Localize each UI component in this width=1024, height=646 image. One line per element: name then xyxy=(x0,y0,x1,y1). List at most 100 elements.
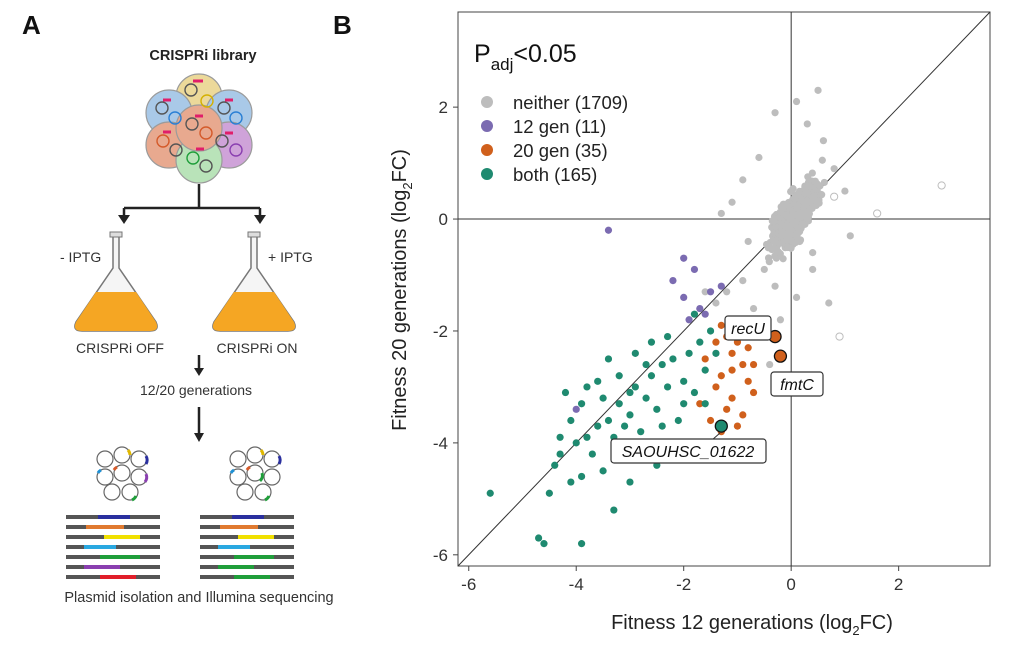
chart-title-sub: adj xyxy=(491,55,514,74)
x-axis-title-sub: 2 xyxy=(852,623,859,638)
point-neither xyxy=(782,211,791,220)
point-20-gen xyxy=(744,344,752,352)
point-neither xyxy=(766,360,774,369)
point-12-gen xyxy=(680,254,688,262)
point-both xyxy=(577,400,586,408)
point-neither xyxy=(816,182,824,190)
point-neither xyxy=(792,97,801,106)
point-neither xyxy=(769,244,777,253)
point-neither xyxy=(809,249,817,257)
point-20-gen xyxy=(712,338,720,346)
x-tick-label: 2 xyxy=(894,575,903,594)
point-neither xyxy=(777,208,785,216)
point-20-gen xyxy=(717,372,725,380)
point-neither xyxy=(795,228,803,236)
point-neither xyxy=(749,304,758,313)
point-both xyxy=(620,422,629,430)
point-both xyxy=(615,372,623,380)
point-neither xyxy=(841,187,849,195)
point-neither xyxy=(808,169,816,177)
reads-on-icon xyxy=(200,515,294,579)
point-neither xyxy=(755,153,763,162)
x-tick-label: -4 xyxy=(569,575,584,594)
point-20-gen xyxy=(728,366,736,374)
point-both xyxy=(588,450,596,458)
point-neither xyxy=(818,191,826,199)
point-20-gen xyxy=(728,349,736,357)
plasmids-on-icon xyxy=(229,446,282,502)
point-both xyxy=(599,467,607,475)
point-both xyxy=(583,383,591,391)
point-both xyxy=(594,422,602,430)
panel-a-label: A xyxy=(22,10,41,40)
arrow-right-icon xyxy=(254,215,266,224)
point-neither-outline xyxy=(835,332,844,341)
branch-arrows xyxy=(122,184,262,216)
point-both xyxy=(706,327,715,335)
legend-label-neither: neither (1709) xyxy=(513,92,628,113)
point-both xyxy=(583,433,591,441)
point-12-gen xyxy=(685,316,693,324)
point-neither xyxy=(769,236,777,245)
point-neither xyxy=(825,299,833,307)
point-12-gen xyxy=(701,310,709,318)
reads-off-icon xyxy=(66,515,160,579)
point-neither xyxy=(770,217,778,225)
point-neither-outline xyxy=(830,192,839,201)
point-both xyxy=(567,416,575,425)
point-20-gen xyxy=(717,321,725,329)
arrow-left-icon xyxy=(118,215,130,224)
point-12-gen xyxy=(669,277,677,285)
point-neither xyxy=(728,198,736,206)
point-20-gen xyxy=(733,422,742,430)
minus-iptg-label: - IPTG xyxy=(60,249,101,265)
legend-marker-gen20 xyxy=(481,144,493,156)
point-neither xyxy=(814,86,822,94)
y-tick-label: -2 xyxy=(433,322,448,341)
point-20-gen xyxy=(706,416,715,425)
point-both xyxy=(642,360,650,369)
point-neither xyxy=(712,299,720,307)
point-neither xyxy=(818,156,826,164)
point-both xyxy=(540,540,548,548)
point-12-gen xyxy=(696,304,704,313)
plasmids-off-icon xyxy=(96,446,149,502)
point-20-gen xyxy=(749,360,758,369)
annotation-fmtC: fmtC xyxy=(770,371,824,397)
point-neither xyxy=(772,254,780,262)
point-both xyxy=(567,478,575,486)
point-20-gen xyxy=(723,405,731,413)
x-axis-title-tail: FC) xyxy=(860,612,893,634)
point-neither xyxy=(739,277,747,285)
x-tick-label: -2 xyxy=(676,575,691,594)
point-both xyxy=(701,400,709,408)
panel-b-label: B xyxy=(333,10,352,40)
point-highlight-fmtC xyxy=(773,349,788,363)
crispri-off-label: CRISPRi OFF xyxy=(76,340,164,356)
point-neither xyxy=(784,243,792,252)
point-20-gen xyxy=(739,360,747,369)
y-axis-title-main: Fitness 20 generations (log xyxy=(389,190,411,431)
panel-b: B -6 -4 -2 0 2 -6 -4 -2 0 2 Padj<0.05 neither (17… xyxy=(333,10,991,638)
point-12-gen xyxy=(572,405,580,413)
point-both xyxy=(696,338,704,346)
point-neither-outline xyxy=(873,209,882,218)
point-both xyxy=(556,450,564,458)
point-both xyxy=(653,405,661,413)
point-both xyxy=(647,372,656,380)
point-neither xyxy=(787,187,795,196)
point-20-gen xyxy=(696,400,704,408)
point-neither xyxy=(723,288,731,296)
point-neither xyxy=(765,258,773,266)
point-20-gen xyxy=(712,383,720,391)
point-20-gen xyxy=(744,377,752,385)
point-neither xyxy=(830,165,838,173)
point-neither xyxy=(809,265,817,274)
point-20-gen xyxy=(728,394,736,402)
point-neither xyxy=(810,191,818,200)
point-neither xyxy=(717,209,725,218)
point-neither xyxy=(815,196,823,204)
point-both xyxy=(674,416,682,425)
point-both xyxy=(604,355,613,363)
point-both xyxy=(647,338,656,346)
